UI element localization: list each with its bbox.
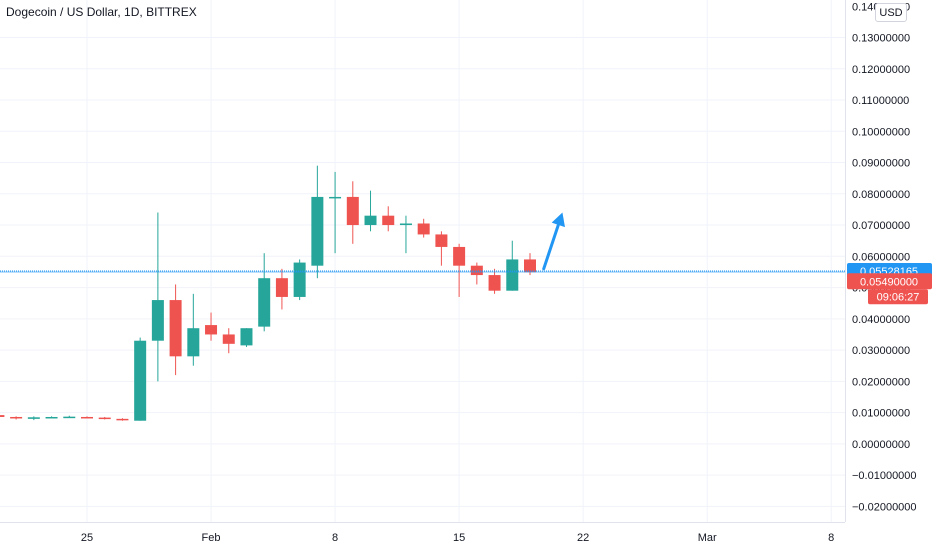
y-tick-label: 0.03000000 (852, 345, 910, 357)
candle-down (453, 246, 466, 266)
trend-arrow-head (551, 212, 565, 228)
y-tick-label: −0.01000000 (852, 470, 917, 482)
y-tick-label: 0.06000000 (852, 251, 910, 263)
candle-down (222, 334, 235, 344)
y-tick-label: 0.04000000 (852, 314, 910, 326)
candle-up (258, 278, 271, 327)
x-tick-label: 22 (577, 532, 589, 544)
candle-down (98, 417, 111, 420)
candle-down (10, 416, 23, 419)
candle-up (45, 416, 58, 419)
x-tick-label: Mar (698, 532, 717, 544)
time-axis[interactable]: 25 Feb 8 15 22 Mar 8 (0, 522, 845, 545)
y-tick-label: 0.01000000 (852, 408, 910, 420)
candle-up (27, 417, 40, 419)
candle-up (134, 340, 147, 421)
y-tick-label: 0.02000000 (852, 376, 910, 388)
candle-up (364, 215, 377, 226)
chart-title: Dogecoin / US Dollar, 1D, BITTREX (6, 5, 197, 19)
currency-button[interactable]: USD (875, 3, 907, 22)
countdown-badge-text: 09:06:27 (877, 291, 920, 303)
last-close-badge: 0.05490000 (847, 273, 932, 290)
x-tick-label: Feb (202, 532, 221, 544)
price-axis[interactable]: 0.13000000 0.12000000 0.11000000 0.10000000… (845, 0, 932, 522)
last-close-badge-bg (847, 273, 932, 290)
candle-up (311, 196, 324, 266)
x-tick-label: 25 (81, 532, 93, 544)
candle-down (275, 278, 288, 297)
candle-down (169, 300, 182, 357)
y-tick-label: 0.09000000 (852, 158, 910, 170)
annotations (0, 212, 845, 273)
candle-down (346, 196, 359, 226)
countdown-badge-bg (868, 289, 928, 305)
y-tick-label: 0.12000000 (852, 64, 910, 76)
candle-down (116, 418, 129, 421)
x-tick-label: 8 (828, 532, 834, 544)
last-close-badge-text: 0.05490000 (860, 276, 918, 288)
x-tick-label: 15 (453, 532, 465, 544)
candle-down (205, 325, 218, 335)
candles (0, 165, 536, 421)
candle-down (81, 416, 93, 419)
y-tick-label: 0.07000000 (852, 220, 910, 232)
candle-up (240, 328, 253, 346)
y-tick-label: 0.00000000 (852, 439, 910, 451)
x-tick-label: 8 (332, 532, 338, 544)
candle-up (399, 223, 412, 226)
candle-down (417, 223, 430, 235)
y-tick-label: 0.13000000 (852, 33, 910, 45)
candle-down (0, 415, 5, 417)
candle-up (187, 328, 200, 357)
candle-down (488, 275, 501, 291)
candle-down (435, 234, 448, 247)
candle-down (382, 215, 395, 226)
y-tick-label: 0.10000000 (852, 126, 910, 138)
y-tick-label: 0.11000000 (852, 95, 909, 107)
candle-up (293, 262, 306, 297)
grid (0, 0, 845, 522)
candle-up (506, 259, 519, 291)
y-tick-label: −0.02000000 (852, 501, 917, 513)
countdown-badge: 09:06:27 (868, 289, 928, 305)
candle-up (63, 416, 76, 419)
candle-down (470, 265, 483, 276)
y-tick-label: 0.08000000 (852, 189, 910, 201)
candle-down (524, 259, 536, 273)
trend-arrow-shaft (542, 223, 560, 271)
candle-up (151, 300, 164, 341)
candle-up (329, 196, 342, 199)
